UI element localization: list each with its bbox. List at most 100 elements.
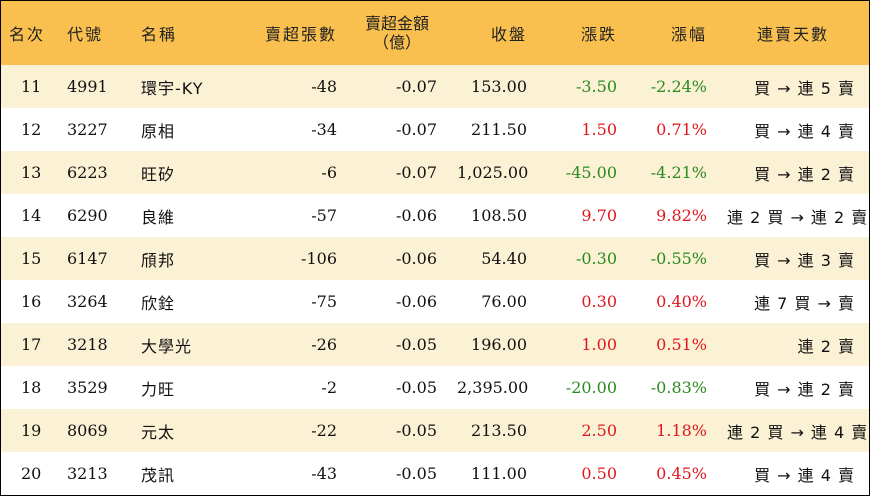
- rank-cell: 19: [21, 421, 42, 440]
- net-sell-amount-cell: -0.05: [395, 464, 437, 483]
- change-pct-cell: -0.55%: [650, 249, 707, 268]
- net-sell-lots-cell: -34: [311, 120, 337, 139]
- change-pct-cell: -0.83%: [650, 378, 707, 397]
- change-pct-cell: -2.24%: [650, 77, 707, 96]
- rank-cell: 15: [21, 249, 42, 268]
- change-cell: 1.00: [581, 335, 617, 354]
- stock-code-cell: 6223: [67, 163, 108, 182]
- net-sell-amount-cell: -0.07: [395, 120, 437, 139]
- net-sell-amount-cell: -0.07: [395, 77, 437, 96]
- streak-cell: 買 → 連 2 賣: [754, 379, 855, 399]
- net-sell-lots-cell: -75: [311, 292, 337, 311]
- table-row[interactable]: 13 6223 旺矽 -6 -0.07 1,025.00 -45.00 -4.21% 買 → 連…: [1, 151, 869, 194]
- header-change-pct[interactable]: 漲幅: [670, 25, 707, 44]
- stock-name-cell[interactable]: 大學光: [141, 336, 193, 356]
- close-price-cell: 111.00: [471, 464, 527, 483]
- net-sell-lots-cell: -106: [301, 249, 337, 268]
- streak-cell: 連 2 買 → 連 4 賣: [727, 422, 869, 442]
- stock-name-cell[interactable]: 環宇-KY: [141, 78, 204, 98]
- table-row[interactable]: 16 3264 欣銓 -75 -0.06 76.00 0.30 0.40% 連 7 買 → 賣: [1, 280, 869, 323]
- change-pct-cell: -4.21%: [650, 163, 707, 182]
- stock-code-cell: 3264: [67, 292, 108, 311]
- stock-code-cell: 4991: [67, 77, 108, 96]
- close-price-cell: 211.50: [471, 120, 527, 139]
- net-sell-lots-cell: -43: [311, 464, 337, 483]
- change-cell: -0.30: [575, 249, 617, 268]
- net-sell-amount-cell: -0.05: [395, 421, 437, 440]
- rank-cell: 13: [21, 163, 42, 182]
- stock-code-cell: 6147: [67, 249, 108, 268]
- table-body: 11 4991 環宇-KY -48 -0.07 153.00 -3.50 -2.24% 買 → …: [1, 65, 869, 495]
- streak-cell: 買 → 連 3 賣: [754, 250, 855, 270]
- net-sell-lots-cell: -2: [321, 378, 337, 397]
- close-price-cell: 1,025.00: [457, 163, 529, 182]
- change-pct-cell: 0.71%: [656, 120, 707, 139]
- streak-cell: 買 → 連 4 賣: [754, 465, 855, 485]
- table-row[interactable]: 11 4991 環宇-KY -48 -0.07 153.00 -3.50 -2.24% 買 → …: [1, 65, 869, 108]
- net-sell-lots-cell: -57: [311, 206, 337, 225]
- change-pct-cell: 0.51%: [656, 335, 707, 354]
- change-cell: -20.00: [565, 378, 617, 397]
- close-price-cell: 108.50: [471, 206, 527, 225]
- stock-name-cell[interactable]: 原相: [141, 121, 176, 141]
- streak-cell: 買 → 連 4 賣: [754, 121, 855, 141]
- header-net-sell-lots[interactable]: 賣超張數: [264, 25, 337, 44]
- change-cell: 0.30: [581, 292, 617, 311]
- change-pct-cell: 1.18%: [656, 421, 707, 440]
- table-row[interactable]: 19 8069 元太 -22 -0.05 213.50 2.50 1.18% 連 2 買 → 連…: [1, 409, 869, 452]
- change-cell: 1.50: [581, 120, 617, 139]
- change-pct-cell: 0.40%: [656, 292, 707, 311]
- stock-name-cell[interactable]: 欣銓: [141, 293, 176, 313]
- rank-cell: 12: [21, 120, 42, 139]
- streak-cell: 買 → 連 2 賣: [754, 164, 855, 184]
- streak-cell: 連 2 買 → 連 2 賣: [727, 207, 869, 227]
- stock-code-cell: 3213: [67, 464, 108, 483]
- stock-name-cell[interactable]: 旺矽: [141, 164, 176, 184]
- streak-cell: 連 7 買 → 賣: [754, 293, 855, 313]
- table-row[interactable]: 20 3213 茂訊 -43 -0.05 111.00 0.50 0.45% 買 → 連 4 賣: [1, 452, 869, 495]
- table-row[interactable]: 14 6290 良維 -57 -0.06 108.50 9.70 9.82% 連 2 買 → 連…: [1, 194, 869, 237]
- change-pct-cell: 0.45%: [656, 464, 707, 483]
- stock-code-cell: 8069: [67, 421, 108, 440]
- stock-name-cell[interactable]: 力旺: [141, 379, 176, 399]
- header-rank[interactable]: 名次: [9, 25, 46, 44]
- header-net-sell-amount[interactable]: 賣超金額 （億）: [347, 14, 447, 52]
- close-price-cell: 54.40: [481, 249, 527, 268]
- change-cell: 0.50: [581, 464, 617, 483]
- header-change[interactable]: 漲跌: [580, 25, 617, 44]
- change-cell: -45.00: [565, 163, 617, 182]
- change-cell: 2.50: [581, 421, 617, 440]
- table-header: 名次 代號 名稱 賣超張數 賣超金額 （億） 收盤 漲跌 漲幅 連賣天數: [1, 1, 869, 65]
- streak-cell: 連 2 賣: [797, 336, 855, 356]
- rank-cell: 11: [21, 77, 42, 96]
- stock-code-cell: 3529: [67, 378, 108, 397]
- rank-cell: 17: [21, 335, 42, 354]
- stock-name-cell[interactable]: 茂訊: [141, 465, 176, 485]
- stock-name-cell[interactable]: 頎邦: [141, 250, 176, 270]
- header-code[interactable]: 代號: [67, 25, 104, 44]
- table-row[interactable]: 15 6147 頎邦 -106 -0.06 54.40 -0.30 -0.55% 買 → 連 3…: [1, 237, 869, 280]
- net-sell-amount-cell: -0.05: [395, 378, 437, 397]
- table-row[interactable]: 12 3227 原相 -34 -0.07 211.50 1.50 0.71% 買 → 連 4 賣: [1, 108, 869, 151]
- rank-cell: 16: [21, 292, 42, 311]
- header-net-sell-amount-unit: （億）: [372, 33, 421, 52]
- net-sell-amount-cell: -0.05: [395, 335, 437, 354]
- net-sell-amount-cell: -0.06: [395, 292, 437, 311]
- rank-cell: 14: [21, 206, 42, 225]
- net-sell-lots-cell: -48: [311, 77, 337, 96]
- header-streak[interactable]: 連賣天數: [756, 25, 829, 44]
- net-sell-amount-cell: -0.06: [395, 249, 437, 268]
- rank-cell: 20: [21, 464, 42, 483]
- stock-name-cell[interactable]: 良維: [141, 207, 176, 227]
- change-pct-cell: 9.82%: [656, 206, 707, 225]
- close-price-cell: 76.00: [481, 292, 527, 311]
- streak-cell: 買 → 連 5 賣: [754, 78, 855, 98]
- header-net-sell-amount-label: 賣超金額: [364, 14, 429, 33]
- table-row[interactable]: 17 3218 大學光 -26 -0.05 196.00 1.00 0.51% 連 2 賣: [1, 323, 869, 366]
- header-close[interactable]: 收盤: [490, 25, 527, 44]
- stock-code-cell: 3227: [67, 120, 108, 139]
- header-name[interactable]: 名稱: [141, 25, 178, 44]
- stock-name-cell[interactable]: 元太: [141, 422, 176, 442]
- table-row[interactable]: 18 3529 力旺 -2 -0.05 2,395.00 -20.00 -0.83% 買 → 連…: [1, 366, 869, 409]
- net-sell-amount-cell: -0.06: [395, 206, 437, 225]
